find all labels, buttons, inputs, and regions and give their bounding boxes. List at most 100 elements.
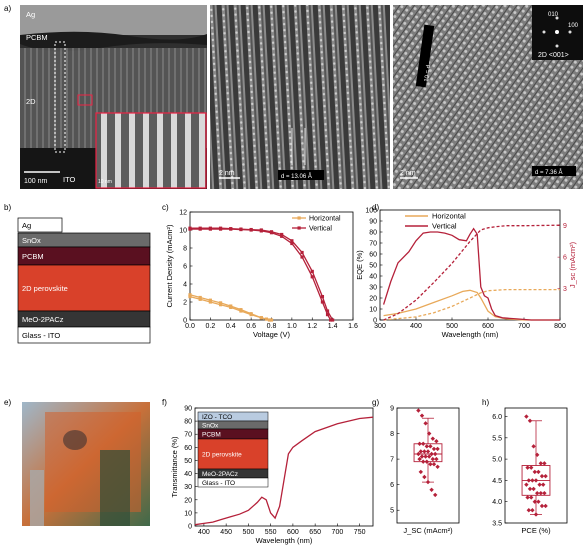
y-axis-label: EQE (%) [355, 250, 364, 280]
y-tick-label: 70 [184, 432, 192, 439]
jsc-line [383, 288, 560, 321]
jsc-line [383, 224, 561, 321]
y-axis-label: Current Density (mAcm²) [165, 224, 174, 307]
data-point [208, 300, 212, 304]
inset-layer [197, 477, 269, 488]
hrtem2-strip-label: 10 = d [424, 65, 432, 83]
tem-inset-scale: 10 nm [98, 179, 112, 185]
data-point [531, 444, 536, 449]
stack-layer-label: MeO-2PACz [22, 315, 64, 324]
x-tick-label: 450 [220, 529, 232, 536]
data-point [527, 418, 533, 423]
stack-layer-label: 2D perovskite [22, 284, 68, 293]
plot-frame [504, 407, 568, 524]
data-point [543, 503, 548, 509]
inset-layer-label: SnOx [202, 423, 219, 430]
data-point [229, 304, 233, 308]
data-point [542, 490, 547, 496]
y-tick-label: 70 [369, 241, 377, 248]
jsc-boxplot: 5 6 7 8 9 J_SC (mAcm²) [390, 406, 460, 535]
data-point [533, 512, 539, 517]
x-tick-label: 700 [518, 323, 530, 330]
y-tick-label: 60 [369, 252, 377, 259]
y-tick-label: 0 [183, 318, 187, 325]
panel-label-e: e) [4, 398, 11, 407]
data-point [525, 495, 530, 500]
data-point [300, 250, 304, 255]
data-point [431, 446, 437, 452]
data-point [300, 255, 304, 259]
x-tick-label: 0.0 [185, 323, 195, 330]
transmittance-chart: 400 450 500 550 600 650 700 750 0 10 20 30 40 50 60 70 8… [170, 406, 374, 545]
y-tick-label: 10 [369, 307, 377, 314]
y-axis-label: Transmittance (%) [170, 436, 179, 497]
data-point [536, 469, 541, 475]
x-axis-label: Wavelength (nm) [256, 536, 313, 545]
data-point [424, 459, 429, 464]
x-tick-label: 1.6 [348, 323, 358, 330]
y-tick-label: 2 [183, 300, 187, 307]
data-point [434, 439, 439, 444]
data-point [524, 414, 529, 419]
data-point [418, 469, 423, 475]
data-point [419, 454, 425, 459]
data-point [280, 234, 284, 238]
data-point [249, 312, 253, 316]
data-point [425, 479, 431, 485]
data-point [537, 482, 542, 487]
y-tick-label: 0 [373, 318, 377, 325]
data-point [421, 441, 426, 446]
plot-frame [396, 407, 460, 524]
eqe-line [382, 227, 560, 321]
data-point [532, 469, 537, 475]
legend-label: Vertical [432, 222, 457, 231]
y-tick-label: 90 [184, 406, 192, 413]
transmittance-line [194, 416, 374, 526]
hrtem2-d-spacing: d = 7.36 Å [535, 169, 563, 176]
tem-cross-section: Ag PCBM 2D ITO 100 nm 10 nm [20, 5, 207, 189]
stack-layer [17, 264, 151, 312]
hrtem2-scale: 2 nm [400, 170, 416, 177]
data-point [526, 478, 531, 483]
x-tick-label: 1.4 [328, 323, 338, 330]
data-point [320, 295, 325, 299]
data-point [267, 318, 272, 322]
hrtem1-scale: 2 nm [219, 170, 235, 177]
data-point [529, 495, 534, 500]
data-point [290, 241, 294, 246]
fft-zone-axis: 2D <001> [538, 52, 569, 59]
y-tick-label: 40 [369, 274, 377, 281]
legend-label: Horizontal [309, 216, 341, 223]
panel-label-h: h) [482, 398, 489, 407]
data-point [527, 486, 533, 492]
device-stack-b: Ag SnOx PCBM 2D perovskite MeO-2PACz Glass - … [17, 217, 151, 344]
data-point [539, 503, 545, 509]
data-point [535, 452, 540, 458]
fft-100: 100 [568, 23, 579, 29]
hrtem1-d-spacing: d = 13.06 Å [281, 173, 312, 180]
data-point [532, 499, 537, 504]
data-point [239, 308, 243, 312]
data-point [328, 318, 333, 322]
data-point [427, 454, 432, 459]
x-axis-label: PCE (%) [521, 526, 551, 535]
y2-tick-label: 6 [563, 255, 567, 262]
x-axis-label: Wavelength (nm) [442, 330, 499, 339]
y-tick-label: 0 [188, 524, 192, 531]
stack-layer-label: Ag [22, 221, 31, 230]
y-tick-label: 100 [365, 208, 377, 215]
data-point [431, 462, 437, 467]
data-point [536, 499, 541, 504]
y-tick-label: 4.5 [492, 478, 502, 485]
data-point [538, 490, 543, 496]
data-point [269, 230, 274, 234]
y-tick-label: 10 [184, 510, 192, 517]
data-point [422, 474, 427, 480]
inset-layer [197, 438, 269, 470]
y-tick-label: 7 [390, 457, 394, 464]
y-tick-label: 9 [390, 406, 394, 413]
panel-label-c: c) [162, 203, 169, 212]
data-point [428, 444, 433, 449]
panel-label-a: a) [4, 4, 11, 13]
